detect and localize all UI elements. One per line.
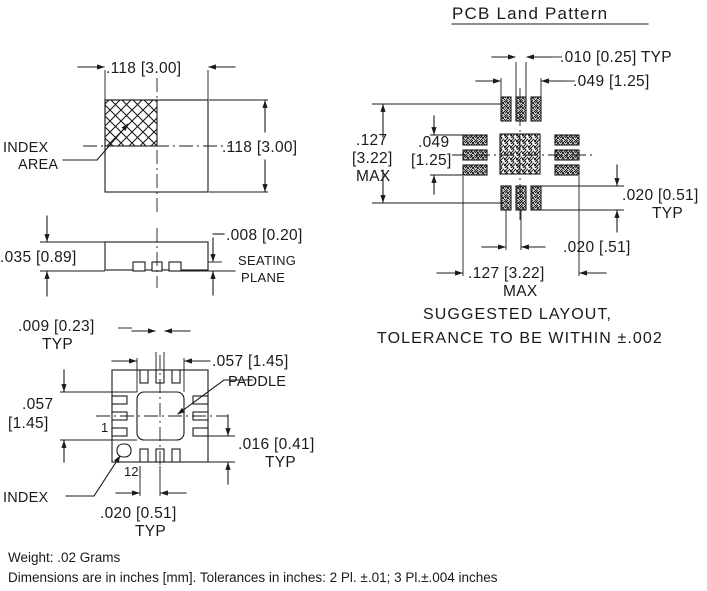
side-view-lead [168,261,182,272]
pin-number-12: 12 [124,464,138,479]
land-pad-bottom [531,186,541,210]
land-paddle-v-dim-line1: .049 [418,134,449,151]
land-pad-left [463,150,487,160]
package-top-view: .118 [3.00] .118 [3.00] INDEX AREA [3,60,297,215]
land-pattern-title: PCB Land Pattern [452,4,608,23]
land-pad-length-dim-typ: TYP [652,205,683,222]
land-pad-top [501,97,511,121]
terminal-pitch-dim: .020 [0.51] [100,505,177,522]
paddle-label: PADDLE [228,374,286,390]
index-area-label-line2: AREA [18,157,58,173]
terminal-width-dim: .009 [0.23] [18,318,95,335]
land-pad-length-dim: .020 [0.51] [622,187,699,204]
land-overall-v-dim-line2: [3.22] [352,150,393,167]
package-side-view: SEATING PLANE .035 [0.89] .008 [0.20] [0,215,303,297]
pcb-land-pattern-view: PCB Land Pattern [352,4,699,347]
land-pad-right [555,135,579,145]
land-overall-v-dim-line3: MAX [356,168,391,185]
bottom-index-label: INDEX [3,490,48,506]
land-pad-left [463,135,487,145]
terminal-left [111,395,128,405]
land-pad-top [516,97,526,121]
terminal-top [139,369,149,384]
top-view-width-dim: .118 [3.00] [106,60,181,77]
terminal-length-dim: .016 [0.41] [238,436,315,453]
top-view-height-dim: .118 [3.00] [222,139,297,156]
index-area-hatch [105,100,157,146]
land-paddle-width-dim: .049 [1.25] [573,73,650,90]
side-view-lead [132,261,146,272]
terminal-pitch-dim-typ: TYP [135,523,166,540]
drawing-notes: Weight: .02 Grams Dimensions are in inch… [8,550,498,585]
land-pad-width-dim: .010 [0.25] TYP [560,49,672,66]
paddle-y-dim-line2: [1.45] [8,415,49,432]
paddle-outline [136,391,185,441]
land-overall-v-dim-line1: .127 [356,132,387,149]
suggested-layout-line1: SUGGESTED LAYOUT, [423,306,612,323]
terminal-top [171,369,181,384]
suggested-layout-line2: TOLERANCE TO BE WITHIN ±.002 [377,330,663,347]
side-view-standoff-dim: .008 [0.20] [226,227,303,244]
land-pad-bottom [516,186,526,210]
land-overall-h-dim-max: MAX [503,283,538,300]
paddle-y-dim-line1: .057 [22,396,53,413]
land-pad-bottom [501,186,511,210]
seating-plane-label-line2: PLANE [241,270,285,285]
terminal-bottom [171,448,181,463]
seating-plane-label-line1: SEATING [238,253,296,268]
paddle-x-dim: .057 [1.45] [212,353,289,370]
land-pad-left [463,165,487,175]
index-dot [116,443,132,458]
note-weight: Weight: .02 Grams [8,550,121,565]
note-dimensions: Dimensions are in inches [mm]. Tolerance… [8,570,498,585]
side-view-height-dim: .035 [0.89] [0,249,77,266]
land-paddle-v-dim-line2: [1.25] [411,152,452,169]
terminal-width-dim-typ: TYP [42,336,73,353]
land-pad-right [555,165,579,175]
terminal-right [192,427,209,437]
package-bottom-view: 1 12 .009 [0.23] TYP .057 [1.45] .057 [1… [3,318,315,540]
land-pitch-dim: .020 [.51] [563,239,631,256]
terminal-bottom [139,448,149,463]
land-overall-h-dim: .127 [3.22] [468,265,545,282]
terminal-left [111,427,128,437]
terminal-right [192,395,209,405]
land-pad-top [531,97,541,121]
terminal-length-dim-typ: TYP [265,454,296,471]
index-area-label-line1: INDEX [3,140,48,156]
pin-number-1: 1 [101,420,108,435]
